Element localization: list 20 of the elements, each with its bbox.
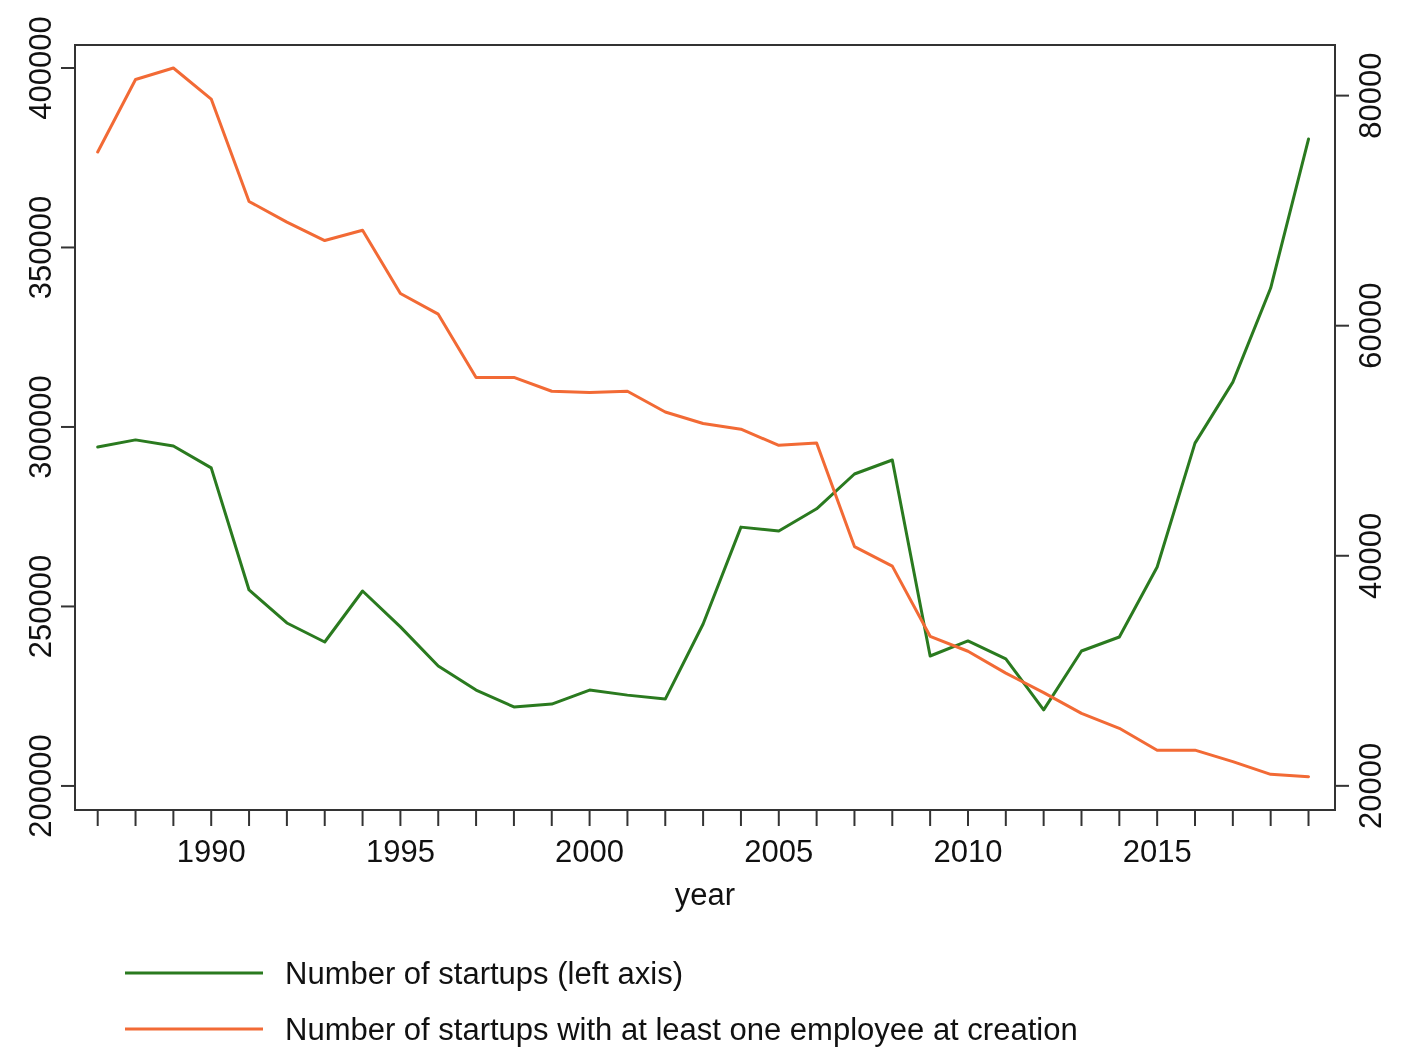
x-tick-label: 1990 bbox=[176, 834, 246, 869]
y2-tick-label: 40000 bbox=[1353, 512, 1388, 599]
y-tick-label: 250000 bbox=[23, 554, 58, 659]
x-tick-label: 2010 bbox=[933, 834, 1003, 869]
y2-tick-label: 20000 bbox=[1353, 742, 1388, 829]
y-tick-label: 200000 bbox=[23, 734, 58, 838]
x-tick-label: 2015 bbox=[1122, 834, 1192, 869]
x-tick-label: 2000 bbox=[555, 834, 625, 869]
line-series bbox=[96, 137, 1311, 712]
line-series bbox=[96, 66, 1311, 779]
y-tick-label: 300000 bbox=[23, 375, 58, 479]
y2-tick-label: 60000 bbox=[1353, 282, 1388, 369]
y-tick-label: 350000 bbox=[23, 195, 58, 300]
legend-label: Number of startups (left axis) bbox=[285, 956, 683, 991]
x-axis-title: year bbox=[674, 877, 736, 912]
legend-label: Number of startups with at least one employee at creation bbox=[285, 1012, 1078, 1047]
x-tick-label: 2005 bbox=[744, 834, 814, 869]
y-tick-label: 400000 bbox=[23, 16, 58, 120]
y2-tick-label: 80000 bbox=[1353, 52, 1388, 139]
x-tick-label: 1995 bbox=[365, 834, 435, 869]
